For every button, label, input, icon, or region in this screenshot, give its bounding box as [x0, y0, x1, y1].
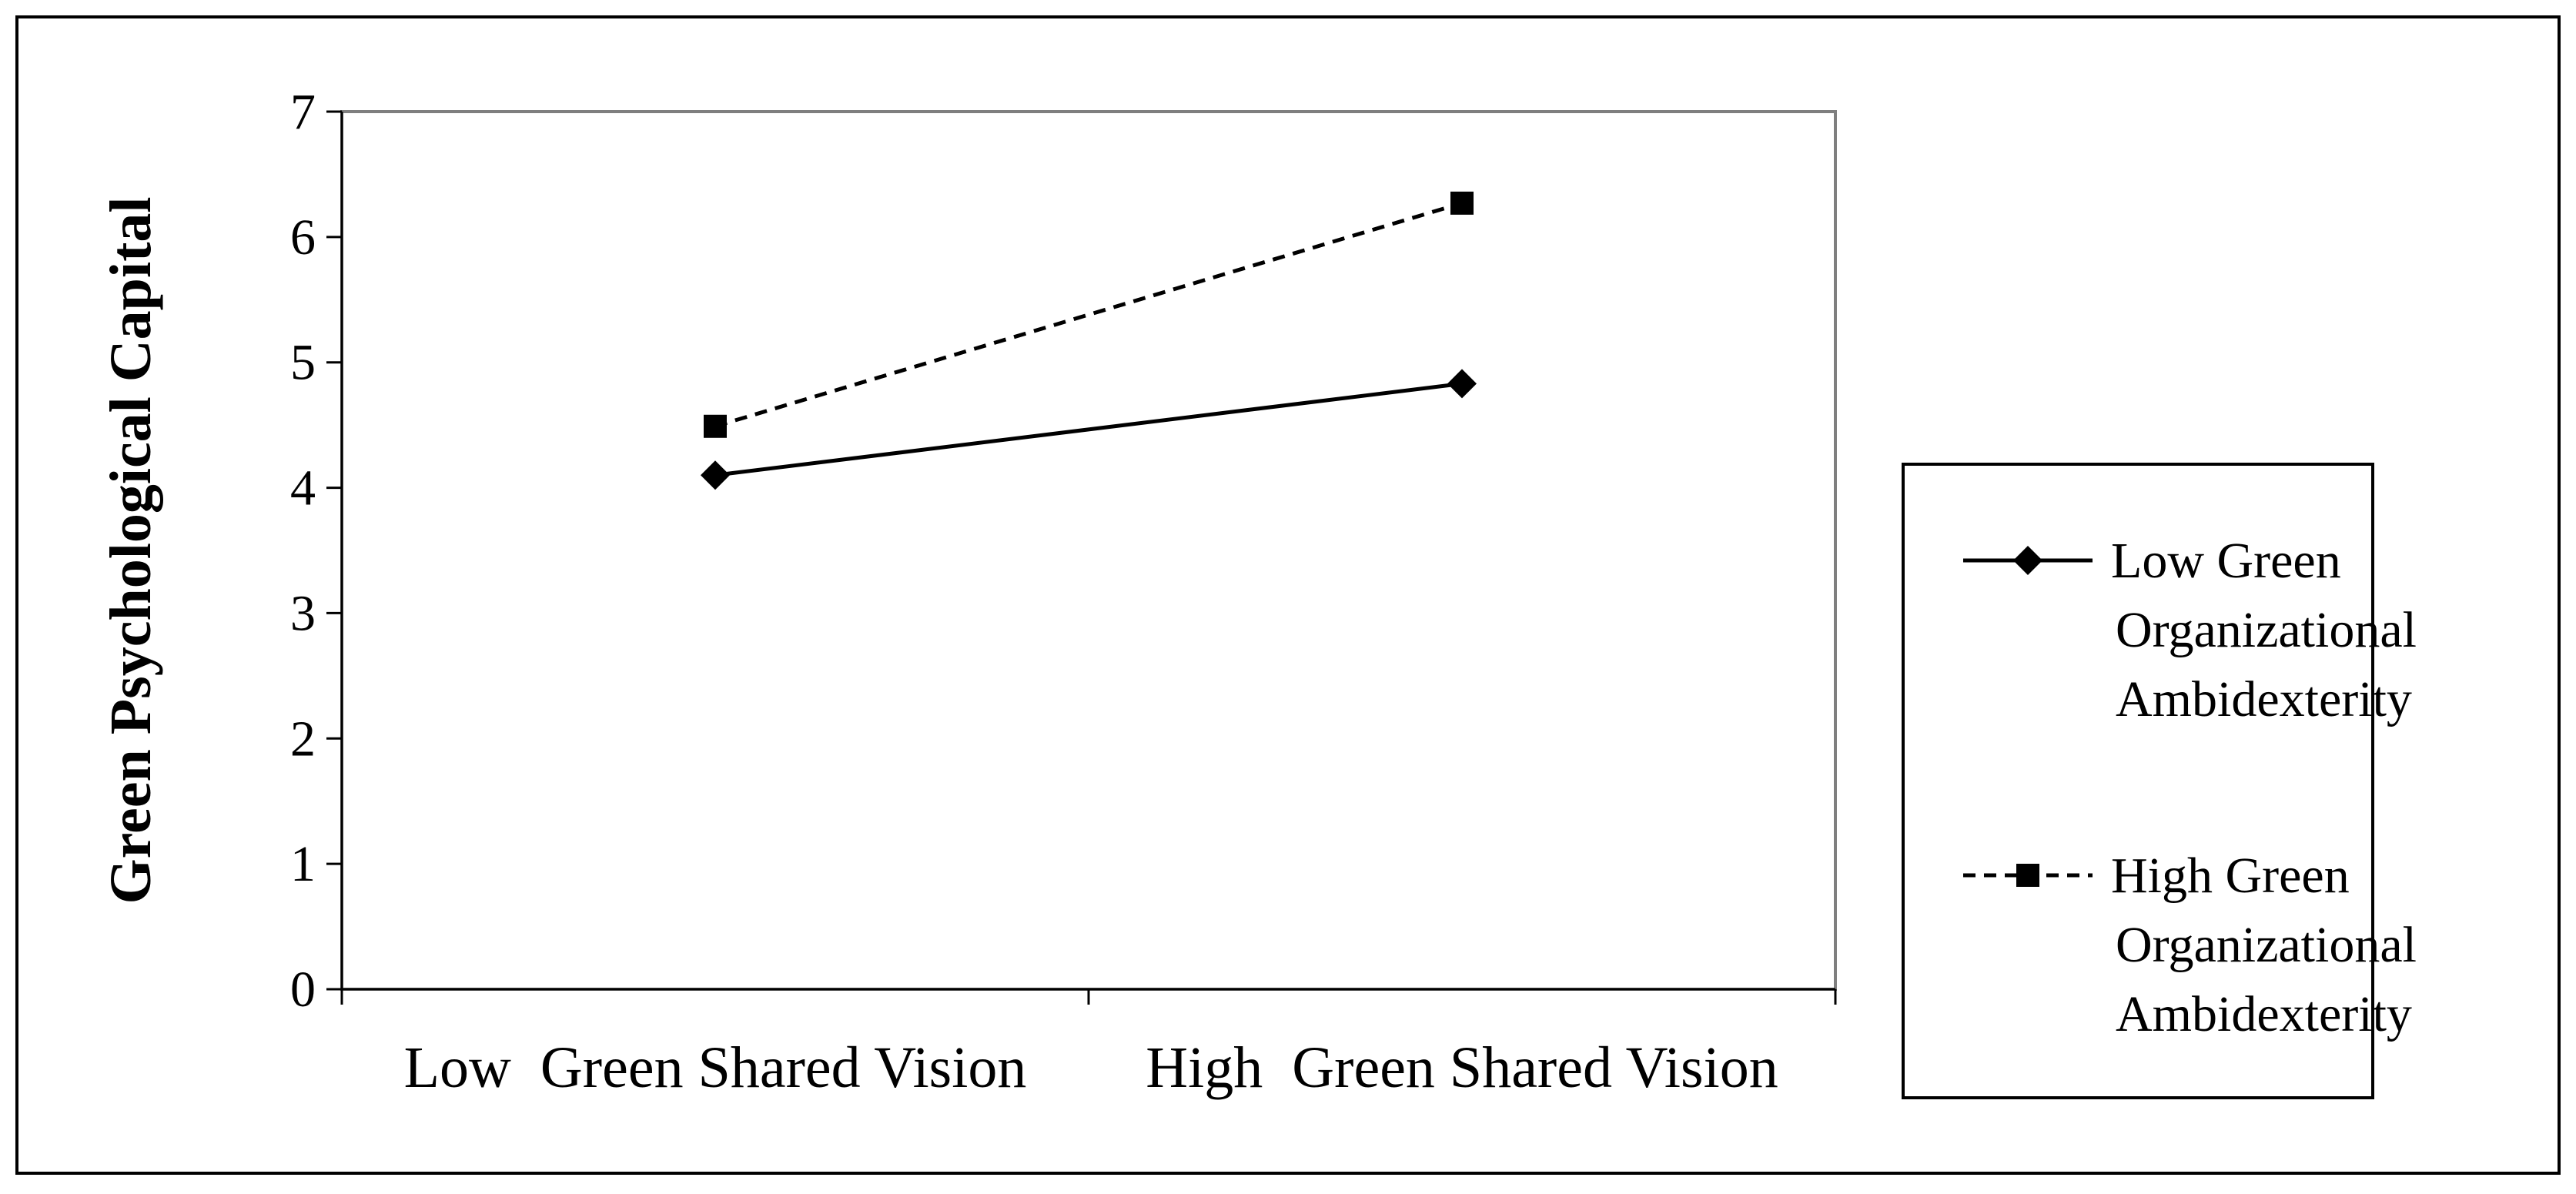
y-tick-label: 7 — [290, 84, 316, 140]
y-tick-label: 5 — [290, 335, 316, 391]
legend-box — [1902, 463, 2374, 1099]
y-tick-label: 1 — [290, 836, 316, 892]
y-tick-label: 4 — [290, 460, 316, 517]
legend-label-line: High Green — [2111, 848, 2350, 904]
y-tick-label: 6 — [290, 209, 316, 266]
y-tick-label: 0 — [290, 962, 316, 1018]
data-point-marker — [701, 460, 730, 490]
data-point-marker — [1447, 369, 1477, 399]
data-point-marker — [704, 414, 727, 438]
series-line-2 — [714, 201, 1463, 429]
legend-label-line: Organizational — [2116, 917, 2417, 973]
x-category-label: Low Green Shared Vision — [404, 1035, 1027, 1100]
legend-label-line: Ambidexterity — [2116, 986, 2412, 1042]
legend-label-line: Low Green — [2111, 533, 2341, 589]
legend-label-line: Ambidexterity — [2116, 671, 2412, 727]
series-line-1 — [714, 381, 1463, 477]
y-axis-title: Green Psychological Capital — [99, 197, 163, 905]
y-tick-label: 3 — [290, 585, 316, 641]
data-point-marker — [1450, 191, 1474, 215]
y-tick-label: 2 — [290, 711, 316, 767]
x-category-label: High Green Shared Vision — [1146, 1035, 1778, 1100]
legend-label-line: Organizational — [2116, 602, 2417, 658]
outer-frame — [15, 15, 2561, 1175]
legend-marker-2 — [2016, 864, 2039, 887]
legend-marker-1 — [2013, 546, 2042, 575]
